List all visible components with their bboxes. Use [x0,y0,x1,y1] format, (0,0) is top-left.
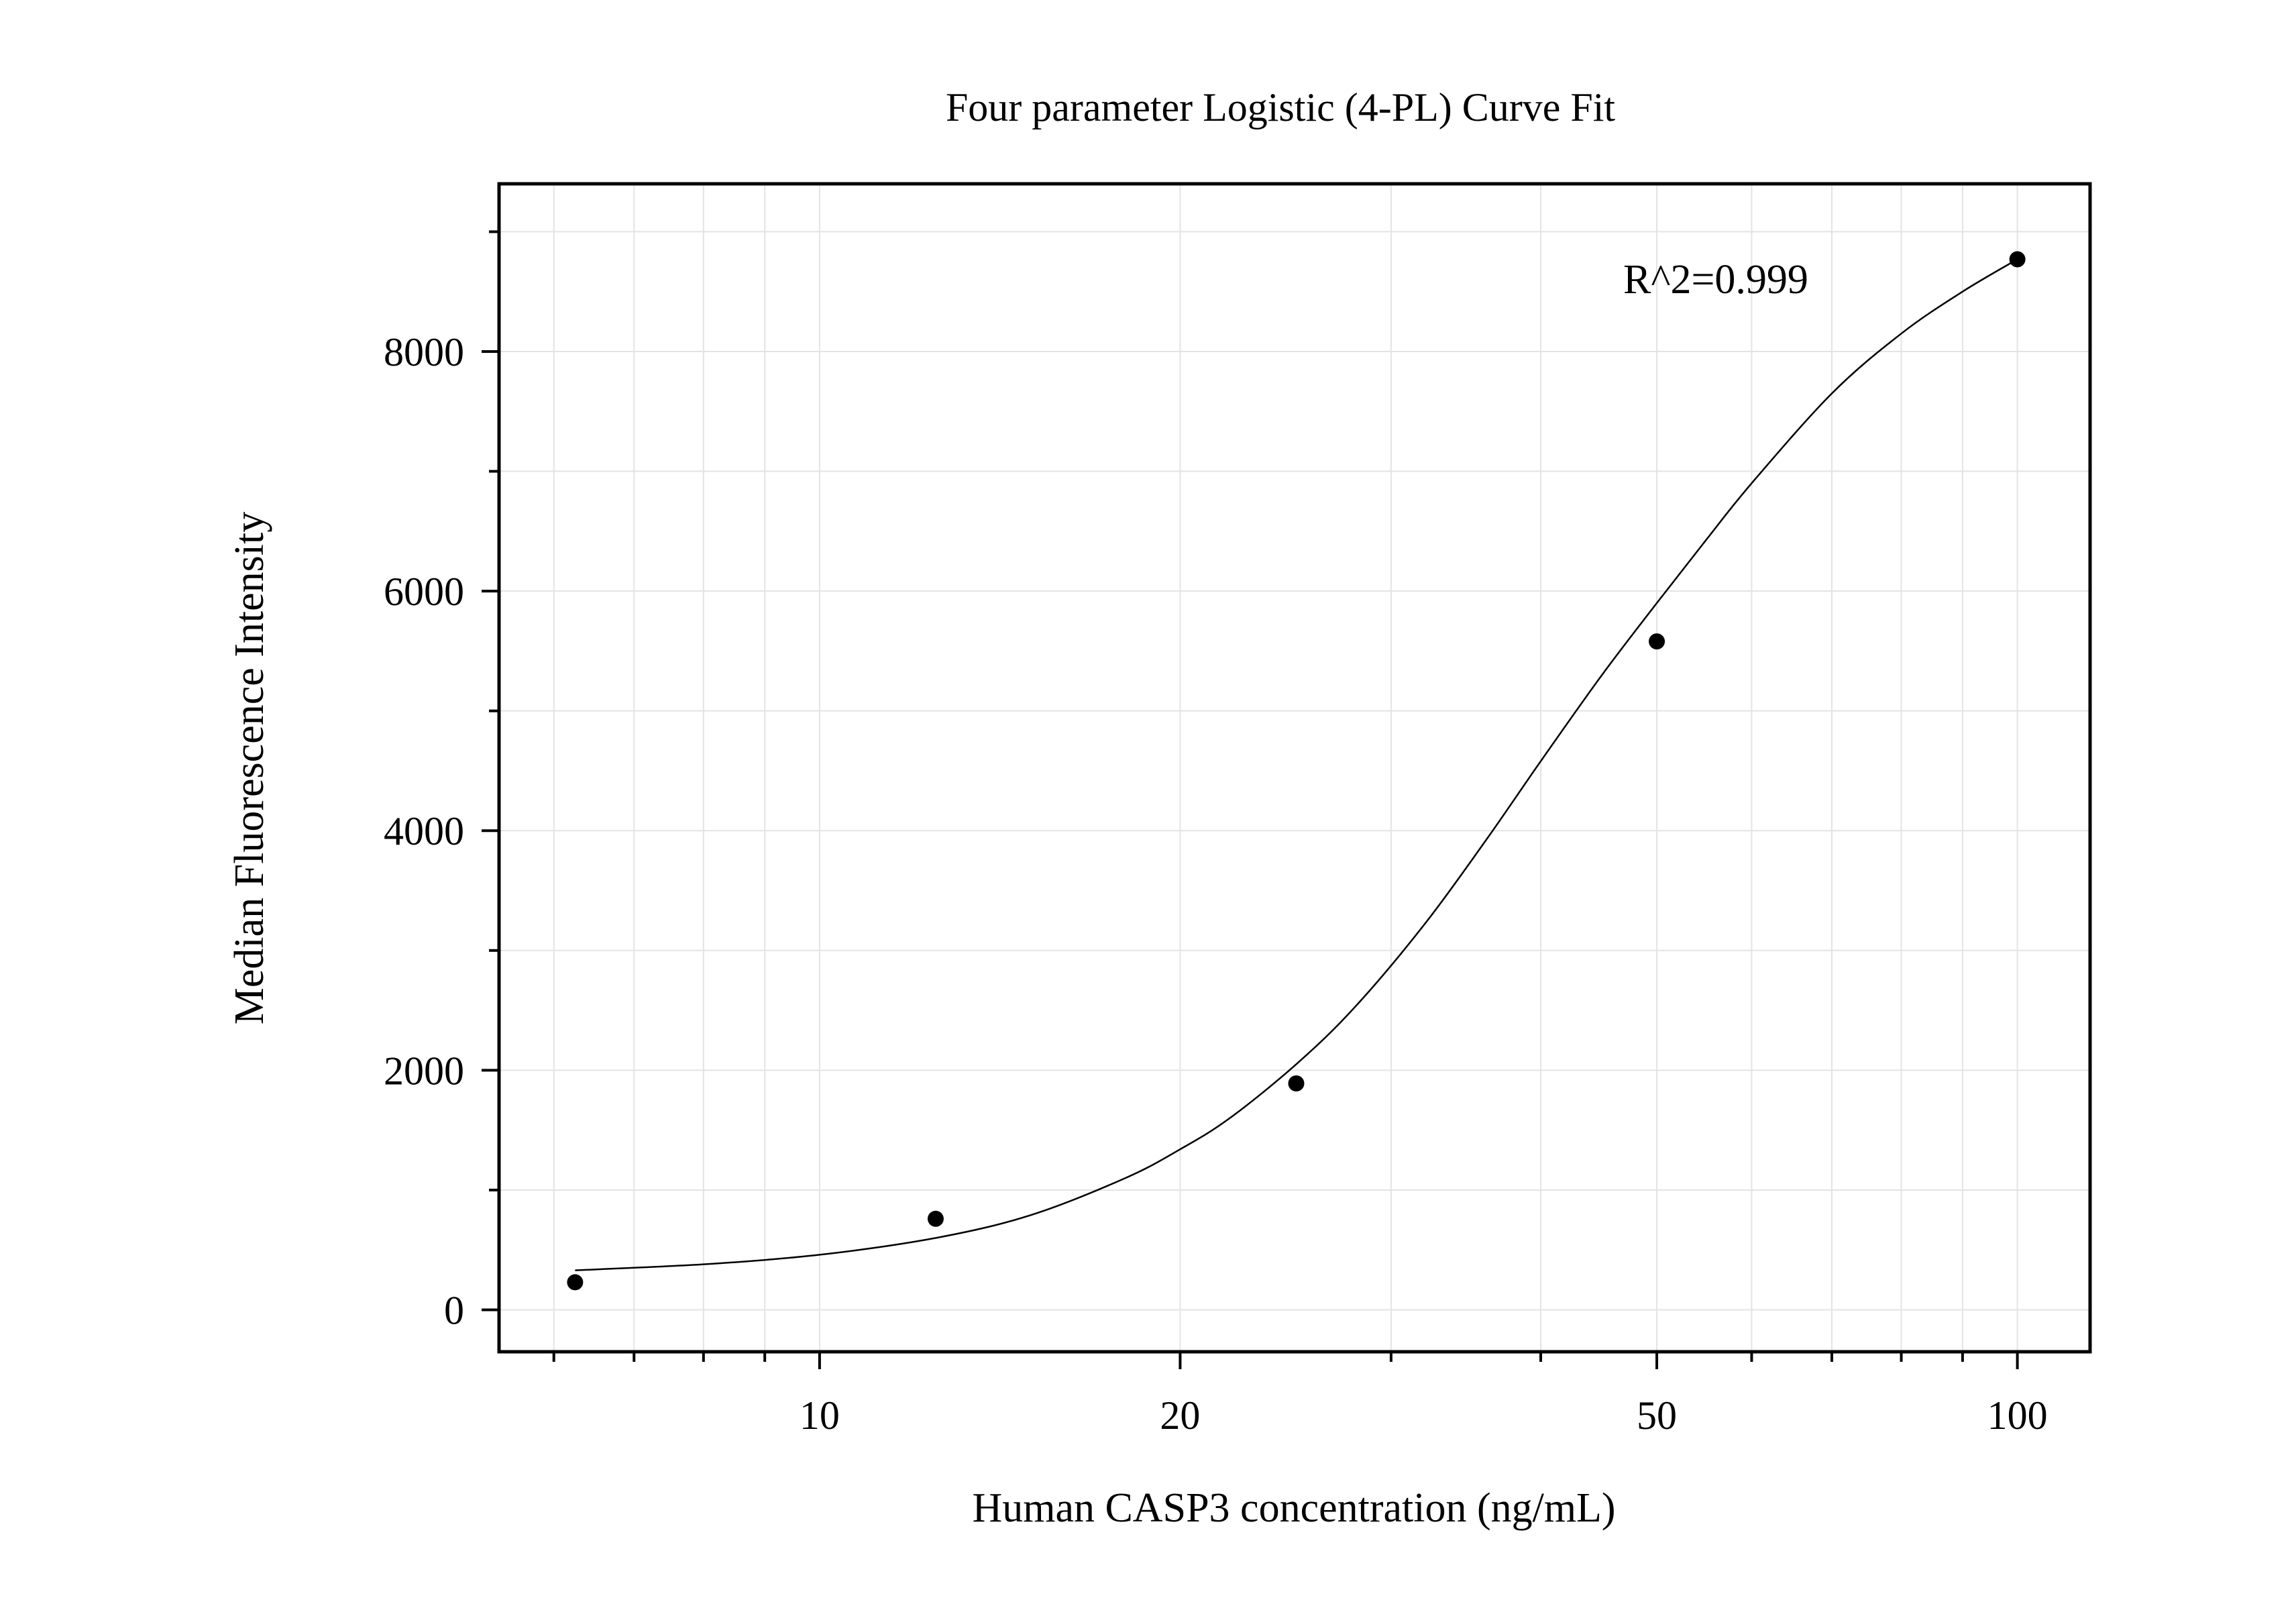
chart-title: Four parameter Logistic (4-PL) Curve Fit [946,85,1615,129]
x-tick-label: 50 [1637,1393,1677,1438]
data-point [927,1210,944,1227]
x-tick-label: 10 [800,1393,840,1438]
y-tick-labels: 0 2000 4000 6000 8000 [384,330,464,1333]
y-tick-label: 6000 [384,570,464,614]
grid-lines [499,184,2090,1352]
y-tick-label: 4000 [384,809,464,853]
data-point [1649,633,1665,650]
data-point [2009,251,2026,268]
r-squared-annotation: R^2=0.999 [1623,257,1808,303]
y-axis-label: Median Fluorescence Intensity [227,512,272,1024]
x-axis-label: Human CASP3 concentration (ng/mL) [972,1485,1615,1531]
y-tick-label: 8000 [384,330,464,374]
x-tick-labels: 10 20 50 100 [800,1393,2048,1438]
data-point [567,1274,584,1291]
plot-frame [497,182,2092,1354]
x-tick-label: 100 [1987,1393,2048,1438]
x-tick-label: 20 [1160,1393,1200,1438]
y-tick-label: 2000 [384,1049,464,1093]
fit-curve [575,258,2018,1271]
data-points [567,251,2026,1291]
data-point [1288,1075,1305,1092]
fit-curve-layer [575,258,2018,1271]
y-tick-label: 0 [444,1289,464,1333]
